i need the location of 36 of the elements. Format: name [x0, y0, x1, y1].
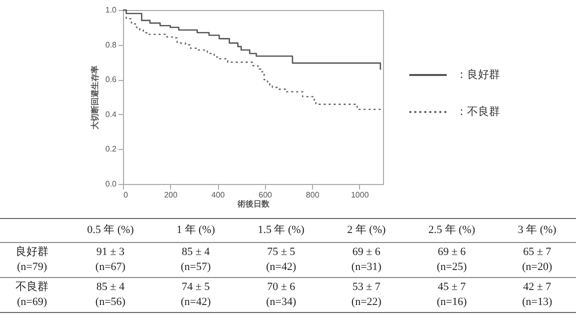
- text: 1.5 年 (%): [234, 218, 328, 242]
- text: 70 ± 6 (n=34): [234, 278, 328, 312]
- text: 74 ± 5 (n=42): [156, 278, 235, 312]
- text: 85 ± 4 (n=56): [64, 278, 157, 312]
- y-tick-label: 0.6: [105, 75, 118, 84]
- text: 75 ± 5 (n=42): [234, 242, 328, 278]
- text: 69 ± 6 (n=25): [405, 242, 498, 278]
- text: 0.5 年 (%): [64, 218, 157, 242]
- text: 45 ± 7 (n=16): [405, 278, 498, 312]
- text: 42 ± 7 (n=13): [498, 278, 576, 312]
- x-axis-title: 術後日数: [236, 200, 270, 208]
- text: 65 ± 7 (n=20): [498, 242, 576, 278]
- y-tick-label: 1.0: [105, 6, 118, 14]
- y-tick-label: 0.2: [105, 144, 118, 154]
- text: 85 ± 4 (n=57): [156, 242, 235, 278]
- text: 1 年 (%): [156, 218, 235, 242]
- x-tick-label: 0: [124, 190, 128, 200]
- text: 91 ± 3 (n=67): [64, 242, 157, 278]
- text: 2.5 年 (%): [405, 218, 498, 242]
- text: 2 年 (%): [328, 218, 406, 242]
- x-tick-label: 1000: [350, 190, 370, 200]
- y-tick-label: 0.8: [105, 40, 118, 50]
- y-tick-label: 0.0: [105, 180, 118, 188]
- y-tick-label: 0.4: [105, 110, 118, 119]
- text: 不良群 (n=69): [0, 278, 64, 312]
- text: 69 ± 6 (n=31): [328, 242, 406, 278]
- text: 3 年 (%): [498, 218, 576, 242]
- legend-label: ：不良群: [456, 105, 500, 118]
- text: 良好群 (n=79): [0, 242, 64, 278]
- x-tick-label: 600: [258, 190, 273, 200]
- y-axis-title: 大切断回避生存率: [89, 66, 100, 130]
- x-tick-label: 200: [164, 190, 178, 200]
- legend-label: ：良好群: [456, 68, 500, 81]
- x-tick-label: 400: [211, 190, 226, 200]
- text: 53 ± 7 (n=22): [328, 278, 406, 312]
- x-tick-label: 800: [306, 190, 320, 200]
